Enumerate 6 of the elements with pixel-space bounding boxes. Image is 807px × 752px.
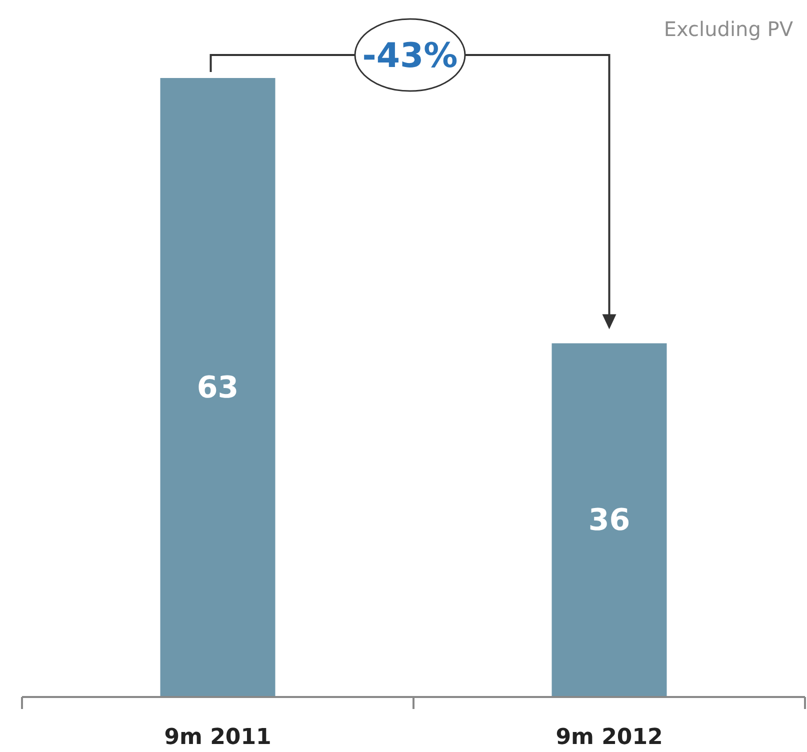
- x-tick-label: 9m 2012: [556, 725, 663, 750]
- text: -43%: [362, 36, 458, 76]
- text: Excluding PV: [664, 17, 794, 41]
- data-label: 36: [588, 503, 630, 538]
- data-label: 63: [196, 370, 239, 406]
- x-tick-label: 9m 2011: [164, 725, 272, 750]
